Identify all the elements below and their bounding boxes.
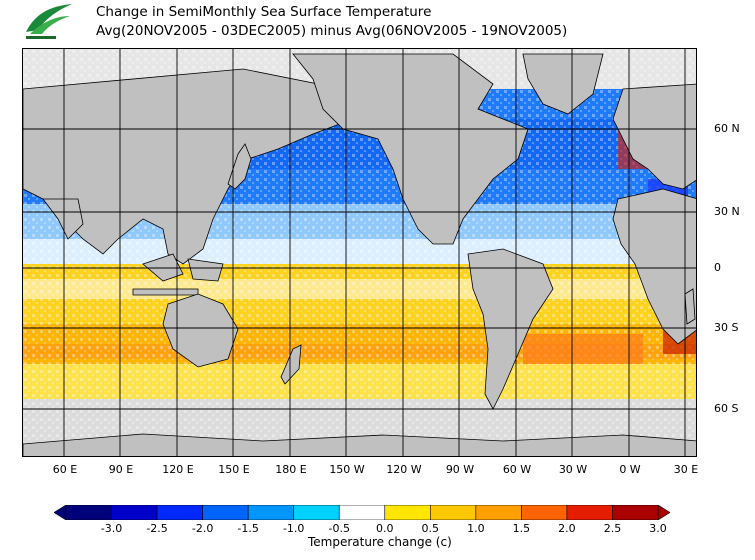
colorbar	[54, 505, 670, 520]
colorbar-max-arrow	[657, 505, 670, 520]
colorbar-tick-label: 2.0	[558, 522, 576, 535]
land	[23, 53, 696, 456]
lat-label: 30 N	[714, 205, 740, 218]
lat-label: 60 N	[714, 122, 740, 135]
colorbar-swatch	[156, 505, 203, 520]
lat-label: 60 S	[714, 402, 739, 415]
colorbar-min-arrow	[54, 505, 67, 520]
colorbar-tick-label: -1.0	[282, 522, 305, 535]
lat-label: 0	[714, 261, 721, 274]
colorbar-swatch	[384, 505, 431, 520]
colorbar-swatch	[521, 505, 568, 520]
lat-label: 30 S	[714, 321, 739, 334]
colorbar-swatch	[566, 505, 613, 520]
colorbar-tick-label: 1.0	[467, 522, 485, 535]
lon-label: 150 W	[329, 463, 365, 476]
colorbar-swatch	[338, 505, 386, 520]
colorbar-tick-label: -2.0	[191, 522, 214, 535]
colorbar-swatch	[202, 505, 249, 520]
lon-label: 90 E	[108, 463, 134, 476]
colorbar-swatch	[247, 505, 294, 520]
logo-icon	[26, 4, 72, 39]
lon-label: 60 E	[52, 463, 78, 476]
colorbar-tick-label: -0.5	[328, 522, 350, 535]
lon-label: 60 W	[502, 463, 532, 476]
colorbar-tick-label: -3.0	[100, 522, 123, 535]
map-title: Change in SemiMonthly Sea Surface Temper…	[96, 4, 432, 20]
colorbar-title: Temperature change (c)	[308, 535, 452, 549]
colorbar-swatch	[612, 505, 659, 520]
sst-change-map	[22, 48, 697, 457]
colorbar-tick-label: 1.5	[512, 522, 531, 535]
colorbar-swatch	[430, 505, 477, 520]
colorbar-swatch	[111, 505, 158, 520]
lon-label: 180 E	[275, 463, 307, 476]
lon-label: 90 W	[445, 463, 475, 476]
colorbar-tick-label: -1.5	[237, 522, 259, 535]
colorbar-tick-label: 0.5	[421, 522, 440, 535]
lon-label: 120 W	[386, 463, 422, 476]
colorbar-tick-label: 2.5	[603, 522, 622, 535]
colorbar-tick-label: -2.5	[146, 522, 168, 535]
lon-label: 150 E	[218, 463, 250, 476]
colorbar-swatch	[475, 505, 522, 520]
colorbar-tick-label: 3.0	[649, 522, 667, 535]
graticule	[23, 49, 696, 456]
lon-label: 120 E	[162, 463, 194, 476]
map-subtitle: Avg(20NOV2005 - 03DEC2005) minus Avg(06N…	[96, 23, 568, 39]
colorbar-swatch	[65, 505, 112, 520]
lon-label: 0 W	[619, 463, 641, 476]
lon-label: 30 W	[558, 463, 588, 476]
colorbar-tick-label: 0.0	[376, 522, 394, 535]
lon-label: 30 E	[673, 463, 699, 476]
colorbar-swatch	[293, 505, 340, 520]
